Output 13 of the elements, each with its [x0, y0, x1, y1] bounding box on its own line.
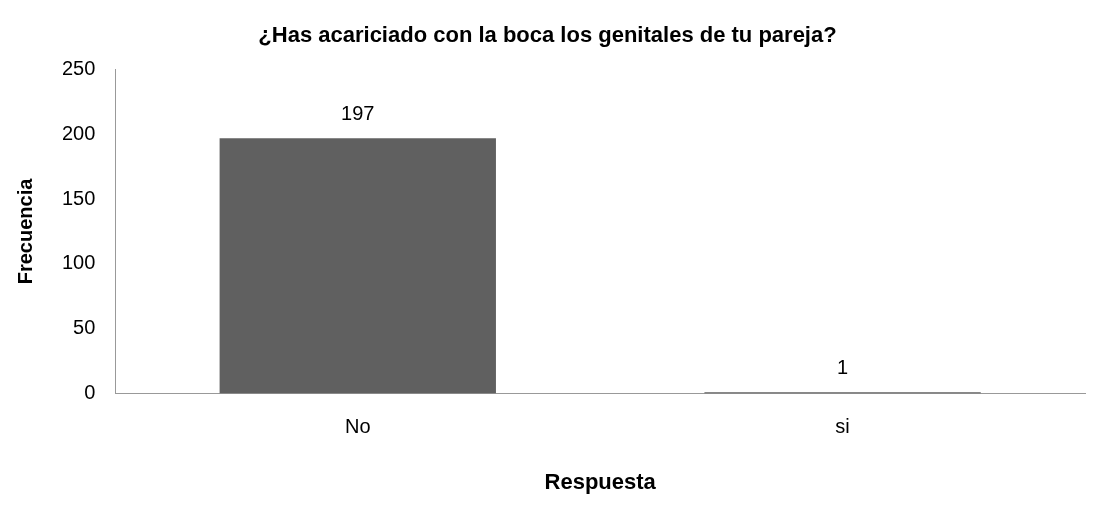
y-axis-title: Frecuencia	[13, 177, 36, 285]
y-tick-label: 150	[61, 186, 96, 209]
chart-title: ¿Has acariciado con la boca los genitales de tu pareja?	[258, 22, 837, 48]
x-tick-label: No	[344, 415, 371, 438]
y-tick-label: 200	[61, 121, 96, 144]
y-tick-label: 100	[61, 251, 96, 274]
y-tick-label: 0	[84, 381, 96, 404]
x-axis-title: Respuesta	[544, 468, 657, 494]
x-tick-label: si	[835, 415, 850, 438]
data-label: 197	[341, 101, 375, 124]
y-tick-label: 50	[73, 316, 96, 339]
y-tick-label: 250	[61, 56, 96, 79]
data-label: 1	[837, 355, 849, 378]
